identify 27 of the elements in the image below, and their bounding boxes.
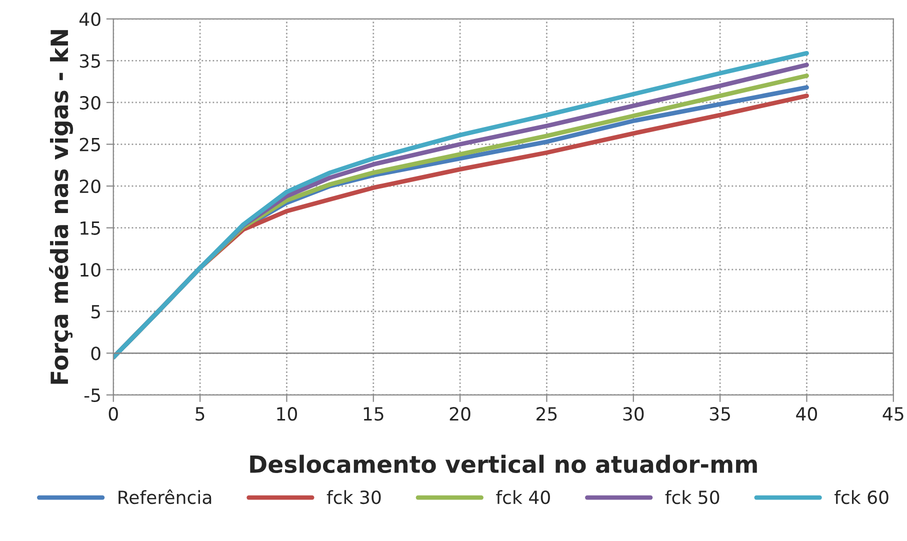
y-tick-label: 10 bbox=[80, 263, 100, 277]
legend-label: Referência bbox=[118, 489, 212, 504]
x-tick-label: 45 bbox=[882, 407, 904, 421]
legend-label: fck 30 bbox=[326, 490, 381, 504]
y-tick-label: 0 bbox=[91, 346, 100, 360]
y-tick-label: 15 bbox=[80, 222, 100, 235]
y-tick-label: 25 bbox=[80, 138, 100, 152]
legend-label: fck 60 bbox=[834, 490, 888, 504]
x-tick-label: 40 bbox=[796, 407, 818, 421]
x-tick-label: 35 bbox=[710, 407, 730, 421]
x-axis-title: Deslocamento vertical no atuador-mm bbox=[250, 454, 757, 474]
x-tick-label: 5 bbox=[196, 407, 204, 421]
y-tick-label: 5 bbox=[91, 305, 100, 318]
legend-label: fck 50 bbox=[665, 490, 720, 504]
legend-label: fck 40 bbox=[496, 490, 550, 504]
x-tick-label: 25 bbox=[536, 407, 557, 421]
y-tick-label: 30 bbox=[80, 96, 100, 110]
x-tick-label: 10 bbox=[277, 407, 297, 421]
y-tick-label: -5 bbox=[84, 388, 100, 402]
x-tick-label: 30 bbox=[623, 407, 644, 421]
y-tick-label: 35 bbox=[80, 54, 100, 68]
x-tick-label: 20 bbox=[450, 407, 470, 421]
x-tick-label: 15 bbox=[364, 407, 384, 421]
x-tick-label: 0 bbox=[108, 407, 118, 421]
y-axis-title: Força média nas vigas - kN bbox=[49, 30, 74, 384]
y-tick-label: 40 bbox=[79, 12, 100, 26]
y-tick-label: 20 bbox=[80, 180, 100, 194]
